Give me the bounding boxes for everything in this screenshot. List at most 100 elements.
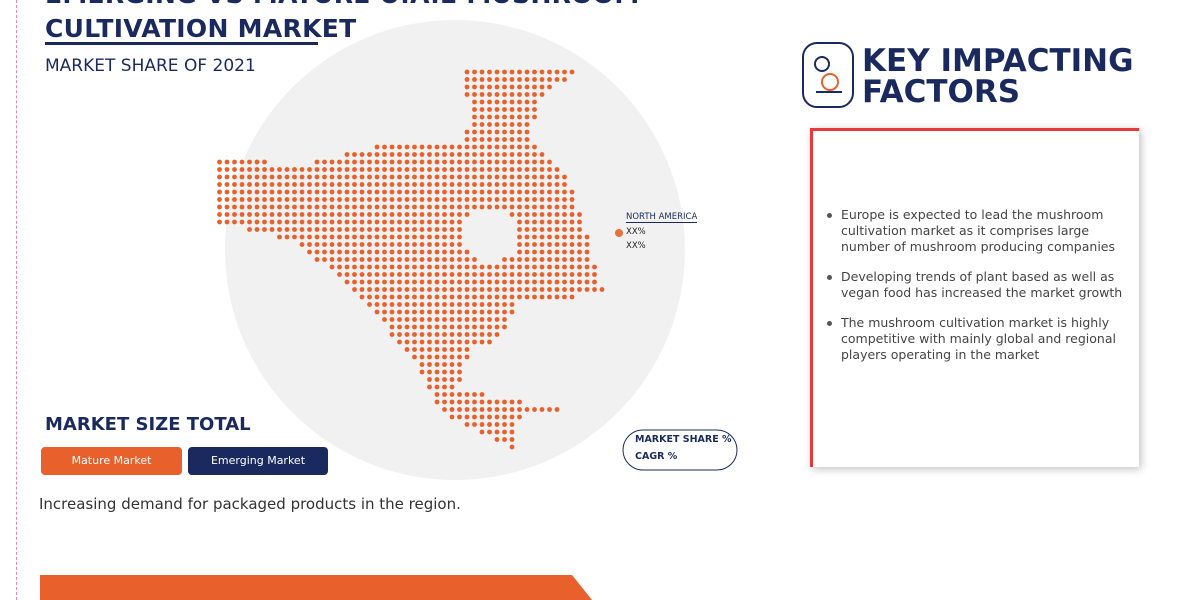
map-dot (397, 279, 402, 285)
map-dot (389, 294, 395, 300)
map-dot (322, 167, 327, 172)
map-dot (479, 69, 485, 75)
map-dot (434, 257, 440, 262)
map-dot (404, 167, 410, 172)
map-dot (502, 399, 507, 405)
map-dot (472, 137, 477, 142)
map-dot (427, 197, 432, 202)
map-dot (434, 152, 440, 157)
map-dot (322, 212, 327, 217)
map-dot (389, 144, 395, 150)
map-dot (359, 174, 365, 180)
map-dot (464, 414, 470, 420)
map-dot (464, 302, 470, 307)
map-dot (554, 407, 560, 412)
map-dot (359, 264, 365, 270)
map-dot (472, 107, 477, 112)
emerging-button[interactable]: Emerging Market (188, 447, 328, 475)
factors-title: KEY IMPACTING FACTORS (862, 46, 1134, 108)
map-dot (434, 369, 440, 375)
map-dot (397, 339, 402, 345)
mature-button[interactable]: Mature Market (41, 447, 182, 475)
map-dot (562, 257, 567, 262)
map-dot (367, 294, 372, 300)
map-dot (427, 264, 432, 270)
map-dot (337, 242, 342, 247)
map-dot (382, 197, 387, 202)
map-dot (569, 204, 575, 210)
map-dot (239, 182, 245, 187)
map-dot (397, 159, 402, 165)
map-dot (374, 234, 380, 240)
map-dot (457, 392, 462, 397)
map-dot (374, 302, 380, 307)
map-dot (494, 294, 500, 300)
map-dot (464, 332, 470, 337)
title-underline (45, 42, 318, 45)
map-dot (224, 159, 230, 165)
map-dot (329, 204, 335, 210)
map-dot (494, 77, 500, 82)
map-dot (254, 227, 260, 232)
map-dot (232, 167, 237, 172)
map-dot (539, 152, 545, 157)
map-dot (584, 234, 590, 240)
map-dot (449, 354, 455, 360)
map-dot (404, 317, 410, 322)
map-dot (569, 197, 575, 202)
map-dot (494, 152, 500, 157)
map-dot (337, 159, 342, 165)
map-dot (494, 399, 500, 405)
map-dot (367, 249, 372, 255)
map-dot (494, 174, 500, 180)
map-dot (554, 257, 560, 262)
map-dot (524, 287, 530, 292)
map-dot (509, 437, 515, 442)
map-dot (532, 279, 537, 285)
map-dot (389, 204, 395, 210)
map-dot (329, 189, 335, 195)
map-dot (524, 182, 530, 187)
map-dot (517, 159, 522, 165)
map-dot (352, 272, 357, 277)
map-dot (239, 167, 245, 172)
map-dot (539, 294, 545, 300)
map-dot (517, 129, 522, 135)
map-dot (449, 309, 455, 315)
map-dot (232, 189, 237, 195)
map-dot (359, 219, 365, 225)
map-dot (382, 294, 387, 300)
map-dot (397, 174, 402, 180)
map-dot (517, 137, 522, 142)
map-dot (359, 197, 365, 202)
map-dot (404, 302, 410, 307)
map-dot (517, 114, 522, 120)
map-dot (344, 152, 350, 157)
map-dot (269, 197, 275, 202)
bullet: Developing trends of plant based as well… (825, 269, 1125, 301)
map-dot (502, 107, 507, 112)
map-dot (539, 272, 545, 277)
map-dot (509, 159, 515, 165)
map-dot (314, 234, 320, 240)
map-dot (412, 242, 417, 247)
map-dot (532, 92, 537, 97)
map-dot (419, 249, 425, 255)
map-dot (502, 429, 507, 435)
map-dot (532, 77, 537, 82)
map-dot (562, 174, 567, 180)
map-dot (442, 392, 447, 397)
map-dot (314, 159, 320, 165)
map-dot (434, 197, 440, 202)
map-dot (262, 182, 267, 187)
map-dot (337, 227, 342, 232)
map-dot (314, 242, 320, 247)
map-dot (592, 264, 597, 270)
map-dot (284, 197, 290, 202)
map-dot (352, 204, 357, 210)
map-dot (532, 219, 537, 225)
map-dot (464, 182, 470, 187)
market-size-title: MARKET SIZE TOTAL (45, 414, 251, 435)
map-dot (494, 114, 500, 120)
map-dot (389, 152, 395, 157)
